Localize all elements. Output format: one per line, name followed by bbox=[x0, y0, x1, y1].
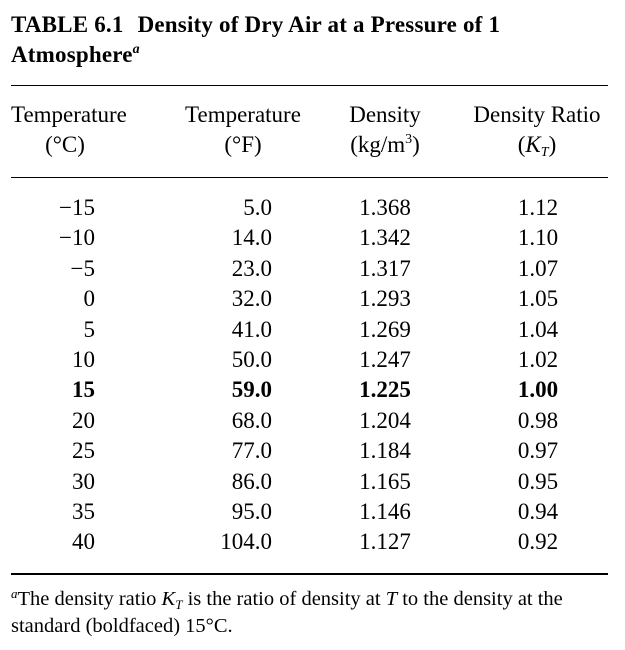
cell-density: 1.317 bbox=[359, 255, 411, 281]
cell-temp-c: 30 bbox=[72, 468, 95, 494]
table-row: 40 104.0 1.127 0.92 bbox=[0, 527, 625, 557]
cell-ratio: 1.04 bbox=[517, 316, 559, 342]
cell-ratio: 1.00 bbox=[517, 377, 559, 403]
header-ratio-open-paren: ( bbox=[517, 132, 526, 157]
cell-temp-f: 14.0 bbox=[231, 225, 272, 251]
header-rule bbox=[11, 177, 608, 178]
cell-temp-f: 104.0 bbox=[220, 529, 272, 555]
header-temp-f: Temperature (°F) bbox=[176, 100, 310, 160]
cell-temp-c: −5 bbox=[70, 255, 95, 281]
header-density-line2: (kg/m3) bbox=[330, 130, 440, 160]
cell-temp-c: 5 bbox=[83, 316, 96, 342]
table-row: 15 59.0 1.225 1.00 bbox=[0, 375, 625, 405]
header-ratio: Density Ratio (KT) bbox=[462, 100, 612, 160]
table-row: 20 68.0 1.204 0.98 bbox=[0, 406, 625, 436]
header-ratio-symbol: KT bbox=[525, 132, 549, 160]
header-temp-f-line2: (°F) bbox=[224, 132, 262, 157]
cell-density: 1.368 bbox=[359, 195, 411, 220]
cell-temp-f: 23.0 bbox=[231, 255, 272, 281]
cell-density: 1.293 bbox=[359, 286, 411, 312]
cell-density: 1.225 bbox=[359, 377, 411, 403]
cell-density: 1.165 bbox=[359, 468, 411, 494]
table-row: −15 5.0 1.368 1.12 bbox=[0, 193, 625, 223]
cell-ratio: 1.02 bbox=[517, 346, 559, 372]
header-density-line1: Density bbox=[349, 102, 421, 127]
cell-ratio: 0.94 bbox=[517, 498, 559, 524]
cell-temp-c: 25 bbox=[72, 438, 95, 464]
table-row: 35 95.0 1.146 0.94 bbox=[0, 497, 625, 527]
footnote-mark: a bbox=[11, 586, 18, 601]
cell-temp-f: 50.0 bbox=[231, 346, 272, 372]
header-density: Density (kg/m3) bbox=[330, 100, 440, 160]
cell-density: 1.184 bbox=[359, 438, 411, 464]
cell-temp-c: 10 bbox=[72, 346, 95, 372]
table-row: 25 77.0 1.184 0.97 bbox=[0, 436, 625, 466]
table-row: 0 32.0 1.293 1.05 bbox=[0, 284, 625, 314]
cell-density: 1.146 bbox=[359, 498, 411, 524]
cell-density: 1.204 bbox=[359, 407, 411, 433]
header-ratio-symbol-sub: T bbox=[540, 145, 549, 160]
footnote-part2: is the ratio of density at bbox=[182, 588, 386, 610]
footnote-symbol-letter: K bbox=[161, 588, 176, 610]
header-density-unit: (kg/m bbox=[350, 132, 406, 157]
header-temp-c-line2: (°C) bbox=[45, 132, 85, 157]
footnote-symbol: KT bbox=[161, 588, 183, 612]
title-footnote-mark: a bbox=[132, 42, 140, 57]
cell-ratio: 1.10 bbox=[517, 225, 559, 251]
header-ratio-line2: (KT) bbox=[462, 130, 612, 160]
cell-temp-f: 95.0 bbox=[231, 498, 272, 524]
header-temp-c-line1: Temperature bbox=[11, 102, 127, 127]
footnote-var-t: T bbox=[385, 588, 398, 610]
table-row: 10 50.0 1.247 1.02 bbox=[0, 345, 625, 375]
cell-ratio: 0.98 bbox=[517, 407, 559, 433]
cell-ratio: 1.07 bbox=[517, 255, 559, 281]
cell-temp-c: 0 bbox=[83, 286, 96, 312]
bottom-rule bbox=[11, 573, 608, 575]
cell-temp-f: 32.0 bbox=[231, 286, 272, 312]
cell-density: 1.247 bbox=[359, 346, 411, 372]
footnote-part1: The density ratio bbox=[17, 588, 162, 610]
cell-temp-c: 40 bbox=[72, 529, 95, 555]
header-temp-c: Temperature (°C) bbox=[11, 100, 127, 160]
footnote-symbol-sub: T bbox=[175, 597, 183, 612]
cell-temp-f: 68.0 bbox=[231, 407, 272, 433]
top-rule bbox=[11, 85, 608, 86]
table-label: TABLE 6.1 bbox=[11, 12, 124, 37]
cell-temp-c: 20 bbox=[72, 407, 95, 433]
cell-temp-c: 15 bbox=[72, 377, 95, 403]
cell-temp-f: 86.0 bbox=[231, 468, 272, 494]
table-row: 30 86.0 1.165 0.95 bbox=[0, 467, 625, 497]
table-title: TABLE 6.1 Density of Dry Air at a Pressur… bbox=[11, 10, 611, 70]
table-body: −15 5.0 1.368 1.12 −10 14.0 1.342 1.10 −5 23.0 1.3… bbox=[0, 193, 625, 558]
table-title-text: Density of Dry Air at a Pressure of 1 At… bbox=[11, 12, 501, 67]
cell-temp-f: 5.0 bbox=[243, 195, 272, 220]
cell-ratio: 1.12 bbox=[517, 195, 559, 220]
cell-density: 1.269 bbox=[359, 316, 411, 342]
cell-temp-f: 59.0 bbox=[231, 377, 272, 403]
header-density-close-paren: ) bbox=[412, 132, 420, 157]
cell-ratio: 1.05 bbox=[517, 286, 559, 312]
table-row: −10 14.0 1.342 1.10 bbox=[0, 223, 625, 253]
footnote-part3: to the density at the standard (boldface… bbox=[11, 588, 563, 637]
header-ratio-line1: Density Ratio bbox=[473, 102, 601, 127]
footnote: aThe density ratio KT is the ratio of de… bbox=[11, 586, 611, 640]
cell-density: 1.342 bbox=[359, 225, 411, 251]
header-ratio-close-paren: ) bbox=[548, 132, 557, 157]
cell-density: 1.127 bbox=[359, 529, 411, 555]
cell-ratio: 0.97 bbox=[517, 438, 559, 464]
cell-temp-f: 77.0 bbox=[231, 438, 272, 464]
cell-temp-c: −15 bbox=[59, 195, 95, 220]
cell-temp-c: 35 bbox=[72, 498, 95, 524]
cell-temp-c: −10 bbox=[59, 225, 95, 251]
header-density-exponent: 3 bbox=[405, 132, 413, 147]
cell-temp-f: 41.0 bbox=[231, 316, 272, 342]
header-ratio-symbol-letter: K bbox=[525, 132, 541, 157]
cell-ratio: 0.92 bbox=[517, 529, 559, 555]
table-row: 5 41.0 1.269 1.04 bbox=[0, 315, 625, 345]
header-temp-f-line1: Temperature bbox=[185, 102, 301, 127]
cell-ratio: 0.95 bbox=[517, 468, 559, 494]
table-row: −5 23.0 1.317 1.07 bbox=[0, 254, 625, 284]
